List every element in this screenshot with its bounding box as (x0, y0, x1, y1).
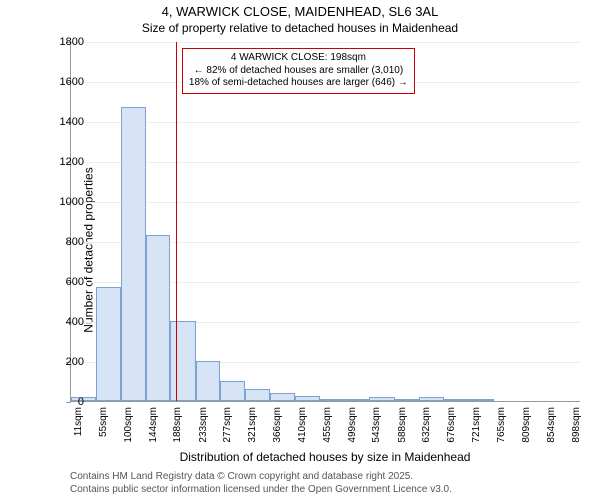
gridline (71, 42, 580, 43)
x-tick-label: 721sqm (471, 407, 482, 443)
property-size-histogram: 4, WARWICK CLOSE, MAIDENHEAD, SL6 3AL Si… (0, 0, 600, 500)
histogram-bar (419, 397, 444, 401)
chart-title-sub: Size of property relative to detached ho… (0, 21, 600, 35)
x-tick-label: 366sqm (272, 407, 283, 443)
x-tick-label: 188sqm (172, 407, 183, 443)
histogram-bar (170, 321, 195, 401)
chart-title-main: 4, WARWICK CLOSE, MAIDENHEAD, SL6 3AL (0, 4, 600, 19)
x-axis-label: Distribution of detached houses by size … (70, 450, 580, 464)
histogram-bar (345, 399, 370, 401)
gridline (71, 162, 580, 163)
histogram-bar (444, 399, 469, 401)
histogram-bar (320, 399, 345, 401)
histogram-bar (121, 107, 146, 401)
x-tick-label: 410sqm (297, 407, 308, 443)
y-tick-label: 1800 (44, 36, 84, 48)
callout-larger-pct: 18% of semi-detached houses are larger (… (189, 77, 408, 90)
callout-smaller-pct: ← 82% of detached houses are smaller (3,… (189, 65, 408, 78)
property-callout: 4 WARWICK CLOSE: 198sqm← 82% of detached… (182, 48, 415, 94)
x-tick-label: 321sqm (247, 407, 258, 443)
y-tick-label: 1000 (44, 196, 84, 208)
histogram-bar (146, 235, 171, 401)
x-tick-label: 11sqm (73, 407, 84, 436)
y-tick-label: 400 (44, 316, 84, 328)
x-tick-label: 233sqm (198, 407, 209, 443)
histogram-bar (220, 381, 245, 401)
x-tick-label: 277sqm (222, 407, 233, 443)
x-tick-label: 499sqm (347, 407, 358, 443)
x-tick-label: 55sqm (98, 407, 109, 437)
callout-title: 4 WARWICK CLOSE: 198sqm (189, 52, 408, 65)
histogram-bar (295, 396, 320, 401)
x-tick-label: 676sqm (446, 407, 457, 443)
x-tick-label: 455sqm (322, 407, 333, 443)
x-tick-label: 898sqm (571, 407, 582, 443)
histogram-bar (395, 399, 420, 401)
histogram-bar (270, 393, 295, 401)
x-tick-label: 144sqm (148, 407, 159, 443)
x-tick-label: 543sqm (371, 407, 382, 443)
y-tick-label: 1400 (44, 116, 84, 128)
histogram-bar (369, 397, 394, 401)
histogram-bar (96, 287, 121, 401)
x-tick-label: 100sqm (123, 407, 134, 443)
y-tick-label: 600 (44, 276, 84, 288)
plot-area: 4 WARWICK CLOSE: 198sqm← 82% of detached… (70, 42, 580, 402)
histogram-bar (469, 399, 494, 401)
histogram-bar (196, 361, 221, 401)
chart-footnote: Contains HM Land Registry data © Crown c… (70, 471, 452, 496)
x-tick-label: 854sqm (546, 407, 557, 443)
y-tick-label: 1600 (44, 76, 84, 88)
x-tick-label: 632sqm (421, 407, 432, 443)
x-tick-label: 809sqm (521, 407, 532, 443)
y-tick-label: 800 (44, 236, 84, 248)
histogram-bar (245, 389, 270, 401)
footnote-line-2: Contains public sector information licen… (70, 484, 452, 497)
footnote-line-1: Contains HM Land Registry data © Crown c… (70, 471, 452, 484)
x-tick-label: 765sqm (496, 407, 507, 443)
gridline (71, 122, 580, 123)
x-tick-label: 588sqm (397, 407, 408, 443)
y-tick-label: 1200 (44, 156, 84, 168)
gridline (71, 202, 580, 203)
y-tick-label: 200 (44, 356, 84, 368)
property-marker-line (176, 42, 177, 401)
